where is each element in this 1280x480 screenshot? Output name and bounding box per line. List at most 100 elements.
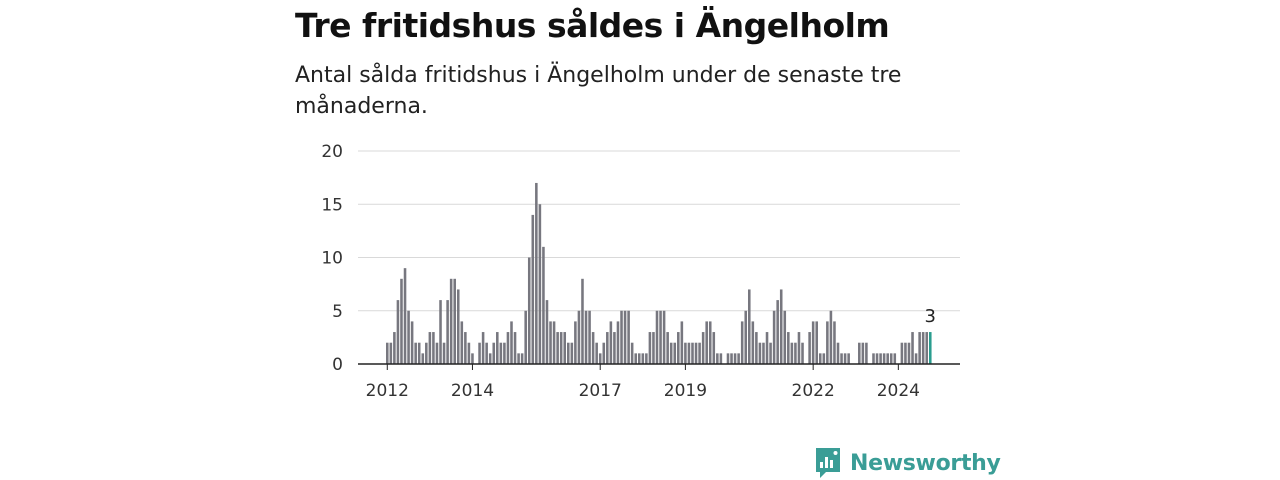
- bar: [847, 353, 850, 364]
- bar: [765, 332, 769, 364]
- y-tick-label: 0: [332, 355, 343, 375]
- bar: [921, 332, 925, 364]
- bar: [400, 278, 403, 364]
- bar: [808, 332, 811, 364]
- bar: [889, 353, 893, 364]
- bar: [467, 342, 471, 364]
- bar: [733, 353, 737, 364]
- bar: [410, 321, 414, 364]
- bar: [584, 310, 588, 364]
- bar: [499, 342, 503, 364]
- bar: [684, 342, 687, 364]
- bar: [648, 332, 652, 364]
- bar: [840, 353, 843, 364]
- bar: [623, 310, 627, 364]
- bar: [879, 353, 882, 364]
- bar: [488, 353, 492, 364]
- bar: [762, 342, 765, 364]
- bar: [673, 342, 677, 364]
- x-tick-label: 2017: [579, 381, 622, 401]
- bar: [662, 310, 666, 364]
- bar: [758, 342, 762, 364]
- bar: [818, 353, 822, 364]
- bar: [503, 342, 506, 364]
- bar: [531, 214, 535, 364]
- bar: [744, 310, 748, 364]
- bar: [776, 300, 779, 364]
- bar: [527, 257, 531, 364]
- bar: [907, 342, 911, 364]
- bar: [645, 353, 648, 364]
- y-axis-ticks: 0 5 10 15 20: [321, 142, 343, 375]
- bar: [914, 353, 918, 364]
- bar: [797, 332, 801, 364]
- bar: [751, 321, 755, 364]
- bar: [900, 342, 904, 364]
- bar: [549, 321, 552, 364]
- newsworthy-logo: Newsworthy: [814, 446, 1001, 480]
- x-tick-label: 2024: [877, 381, 920, 401]
- bar: [556, 332, 559, 364]
- bar: [517, 353, 520, 364]
- bar: [712, 332, 716, 364]
- bar: [858, 342, 861, 364]
- bar: [496, 332, 499, 364]
- bar: [652, 332, 655, 364]
- bar: [545, 300, 549, 364]
- bar: [471, 353, 474, 364]
- bar: [886, 353, 889, 364]
- bar: [435, 342, 439, 364]
- bar: [694, 342, 698, 364]
- bar: [442, 342, 446, 364]
- bar: [769, 342, 772, 364]
- bar: [620, 310, 623, 364]
- y-tick-label: 10: [321, 249, 343, 269]
- bar: [779, 289, 783, 364]
- bar: [918, 332, 921, 364]
- bar: [538, 204, 542, 364]
- bar: [730, 353, 733, 364]
- chart-title: Tre fritidshus såldes i Ängelholm: [295, 6, 890, 45]
- bar: [687, 342, 691, 364]
- bar: [542, 246, 545, 364]
- grid-lines: [358, 150, 960, 312]
- bar: [524, 310, 527, 364]
- bar: [428, 332, 432, 364]
- y-tick-label: 20: [321, 142, 343, 162]
- bar: [872, 353, 875, 364]
- bar: [666, 332, 669, 364]
- bar: [836, 342, 840, 364]
- bar: [393, 332, 396, 364]
- bar: [740, 321, 744, 364]
- bar: [446, 300, 449, 364]
- bar: [492, 342, 496, 364]
- bar: [634, 353, 637, 364]
- bar: [421, 353, 425, 364]
- bar: [659, 310, 662, 364]
- bar: [637, 353, 641, 364]
- bar: [609, 321, 613, 364]
- bar: [616, 321, 620, 364]
- bar: [826, 321, 829, 364]
- bar: [904, 342, 907, 364]
- bar: [613, 332, 616, 364]
- bar: [925, 332, 929, 364]
- bar: [705, 321, 708, 364]
- bar-chart: 0 5 10 15 20 2012 2014 2017 2019 2022 2024 3: [321, 142, 960, 401]
- chart-subtitle: Antal sålda fritidshus i Ängelholm under…: [295, 63, 902, 119]
- bar: [719, 353, 723, 364]
- bar: [726, 353, 730, 364]
- bar: [425, 342, 428, 364]
- x-axis-ticks: 2012 2014 2017 2019 2022 2024: [366, 364, 920, 401]
- bar: [588, 310, 591, 364]
- bar: [698, 342, 701, 364]
- bar: [822, 353, 826, 364]
- bar: [829, 310, 833, 364]
- x-tick-label: 2012: [366, 381, 409, 401]
- bar: [598, 353, 602, 364]
- bar: [591, 332, 595, 364]
- bar: [783, 310, 787, 364]
- bar: [801, 342, 804, 364]
- data-label-latest: 3: [925, 306, 936, 327]
- bar: [481, 332, 485, 364]
